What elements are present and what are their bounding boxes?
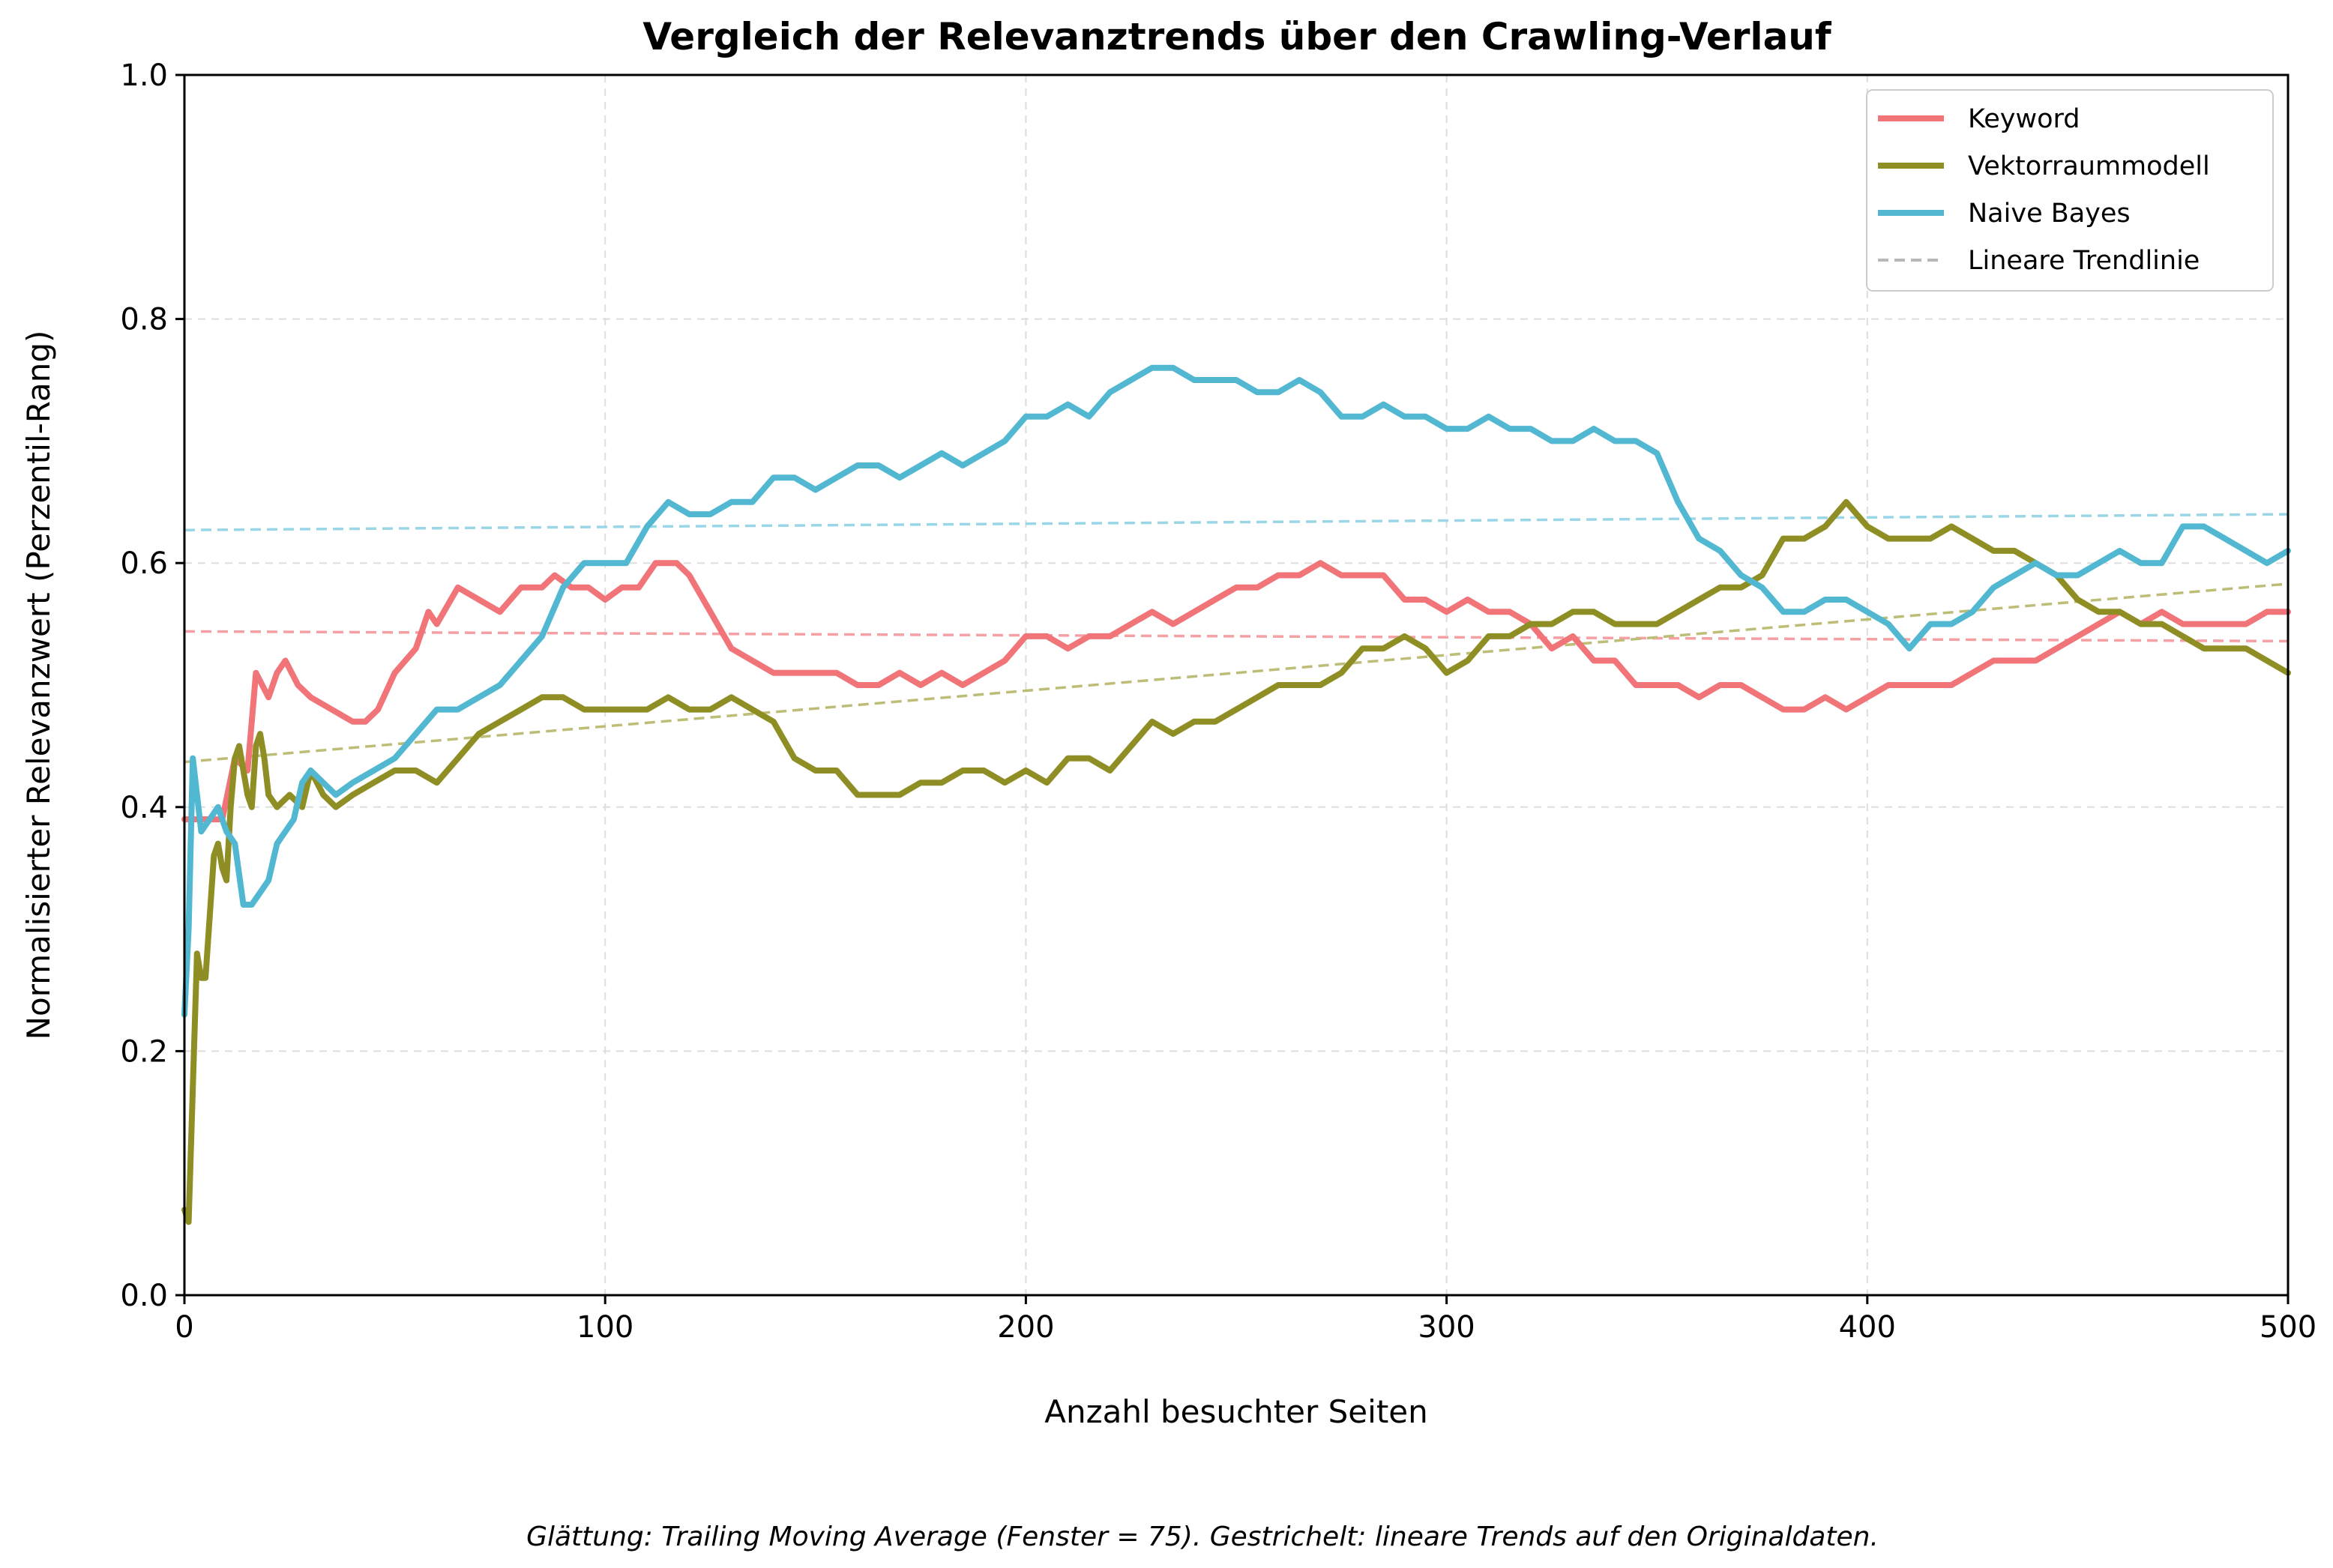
plot-frame [183, 73, 2290, 1297]
legend-frame [1866, 89, 2274, 292]
x-tick-label: 300 [1418, 1310, 1475, 1345]
series-line-vektorraummodell [181, 498, 2291, 1225]
y-tick-label: 0.6 [120, 546, 168, 581]
x-axis-ticks: 0 100 200 300 400 500 [175, 1295, 2317, 1345]
series-line-naive-bayes [181, 364, 2291, 1018]
trendlines [184, 513, 2289, 764]
legend-items: Keyword Vektorraummodell Naive Bayes Linear… [1878, 104, 2210, 276]
x-tick-label: 0 [175, 1310, 193, 1345]
legend-label: Naive Bayes [1968, 199, 2131, 229]
y-tick-label: 0.8 [120, 303, 168, 337]
y-axis-label: Normalisierter Relevanzwert (Perzentil-R… [20, 331, 57, 1040]
chart-title: Vergleich der Relevanztrends über den Cr… [642, 15, 1832, 58]
y-tick-label: 0.2 [120, 1034, 168, 1069]
y-tick-label: 0.0 [120, 1279, 168, 1313]
data-series [181, 364, 2291, 1225]
legend-label: Vektorraummodell [1968, 151, 2210, 181]
legend-label: Lineare Trendlinie [1968, 246, 2200, 276]
series-line-keyword [181, 560, 2291, 823]
legend: Keyword Vektorraummodell Naive Bayes Linear… [1866, 89, 2274, 292]
x-tick-label: 200 [997, 1310, 1054, 1345]
x-tick-label: 500 [2260, 1310, 2317, 1345]
trendline-keyword [184, 630, 2289, 643]
y-tick-label: 0.4 [120, 791, 168, 825]
legend-label: Keyword [1968, 104, 2080, 134]
trendline-naive-bayes [184, 513, 2289, 531]
x-axis-label: Anzahl besuchter Seiten [1044, 1393, 1428, 1430]
x-tick-label: 100 [577, 1310, 633, 1345]
x-tick-label: 400 [1839, 1310, 1896, 1345]
trendline-vektorraummodell [184, 582, 2289, 764]
y-axis-ticks: 0.0 0.2 0.4 0.6 0.8 1.0 [120, 58, 184, 1313]
y-tick-label: 1.0 [120, 58, 168, 93]
chart-caption: Glättung: Trailing Moving Average (Fenst… [526, 1522, 1879, 1552]
